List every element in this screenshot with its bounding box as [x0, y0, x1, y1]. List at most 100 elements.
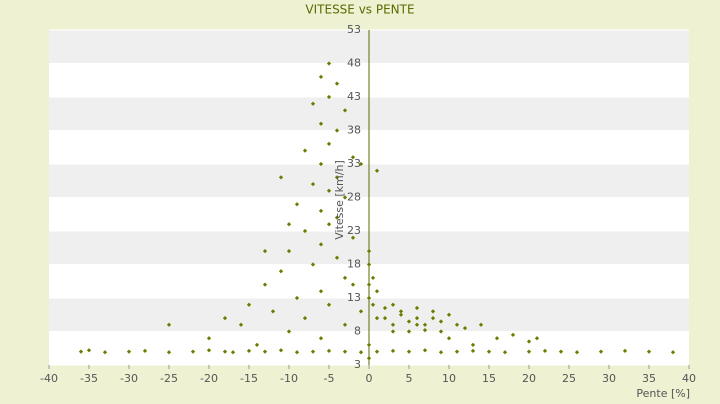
point: [294, 202, 300, 207]
point: [246, 302, 252, 307]
point: [310, 181, 316, 187]
point: [446, 312, 452, 317]
y-tick-label: 3: [354, 358, 361, 371]
point: [486, 349, 492, 354]
point: [422, 328, 428, 333]
point: [358, 350, 364, 355]
x-tick-label: -25: [160, 372, 178, 385]
y-axis-title: Vitesse [km/h]: [333, 160, 346, 240]
point: [542, 348, 548, 354]
y-tick-label: 23: [347, 224, 361, 237]
x-tick-label: -5: [324, 372, 335, 385]
point: [166, 322, 172, 327]
point: [278, 175, 284, 180]
point: [310, 349, 316, 354]
point: [374, 289, 380, 294]
point: [366, 248, 372, 254]
point: [310, 262, 316, 267]
point: [278, 269, 284, 274]
point: [342, 349, 348, 354]
point: [390, 302, 396, 307]
point: [166, 350, 172, 355]
x-tick-label: -15: [240, 372, 258, 385]
point: [326, 348, 332, 354]
y-tick-label: 13: [347, 291, 361, 304]
point: [414, 315, 420, 321]
point: [398, 312, 404, 317]
x-tick-label: 30: [602, 372, 616, 385]
point: [342, 275, 348, 281]
point: [358, 161, 364, 167]
point: [294, 350, 300, 355]
point: [526, 349, 532, 354]
point: [510, 332, 516, 337]
point: [390, 329, 396, 334]
point: [302, 228, 308, 234]
point: [370, 302, 376, 307]
y-tick-label: 18: [347, 258, 361, 271]
point: [406, 329, 412, 334]
y-tick-label: 53: [347, 23, 361, 36]
x-tick-label: 20: [522, 372, 536, 385]
point: [366, 282, 372, 287]
point: [262, 248, 268, 254]
x-tick-label: -10: [280, 372, 298, 385]
x-tick-label: -20: [200, 372, 218, 385]
x-tick-label: -40: [40, 372, 58, 385]
point: [646, 349, 652, 354]
point: [246, 348, 252, 354]
point: [318, 208, 324, 214]
point: [350, 155, 356, 160]
point: [478, 322, 484, 327]
point: [254, 342, 260, 348]
point: [318, 336, 324, 341]
y-tick-label: 48: [347, 57, 361, 70]
point: [438, 329, 444, 334]
point: [326, 302, 332, 307]
point: [390, 348, 396, 354]
point: [262, 349, 268, 354]
point: [526, 339, 532, 344]
point: [206, 348, 212, 353]
point: [454, 322, 460, 327]
y-tick-label: 28: [347, 191, 361, 204]
point: [558, 349, 564, 354]
point: [454, 349, 460, 354]
point: [286, 329, 292, 334]
point: [438, 350, 444, 355]
point: [414, 322, 420, 327]
y-tick-label: 38: [347, 124, 361, 137]
point: [230, 350, 236, 355]
point: [318, 289, 324, 294]
point: [142, 348, 148, 354]
point: [334, 255, 340, 260]
point: [286, 248, 292, 254]
point: [342, 195, 348, 200]
point: [366, 356, 372, 361]
point: [470, 348, 476, 354]
x-tick-label: 35: [642, 372, 656, 385]
point: [370, 275, 376, 281]
point: [222, 315, 228, 321]
point: [318, 161, 324, 167]
point: [342, 322, 348, 327]
point: [574, 350, 580, 355]
point: [326, 222, 332, 227]
point: [406, 349, 412, 354]
point: [326, 188, 332, 193]
point: [302, 148, 308, 153]
point: [382, 315, 388, 321]
x-tick-label: 5: [406, 372, 413, 385]
point: [270, 309, 276, 314]
x-tick-label: -30: [120, 372, 138, 385]
point: [286, 222, 292, 227]
point: [278, 348, 284, 353]
point: [374, 349, 380, 354]
point: [534, 336, 540, 341]
point: [350, 282, 356, 287]
point: [350, 235, 356, 240]
point: [438, 319, 444, 324]
point: [398, 309, 404, 314]
point: [190, 349, 196, 354]
